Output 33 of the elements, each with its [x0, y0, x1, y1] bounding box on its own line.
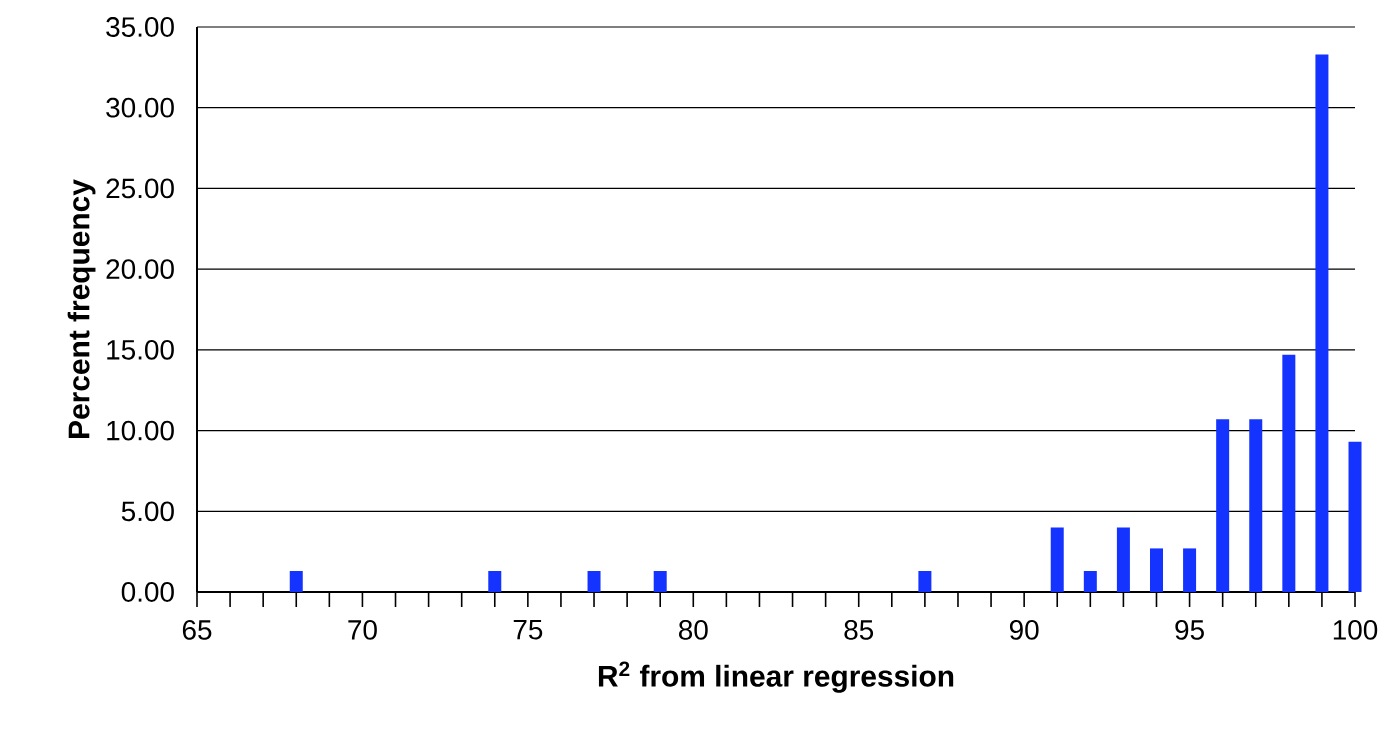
bar	[488, 571, 502, 592]
bar	[653, 571, 667, 592]
y-tick-label: 30.00	[106, 97, 174, 118]
bar	[1216, 419, 1230, 592]
bar	[1149, 548, 1163, 592]
bar	[1083, 571, 1097, 592]
y-tick-label: 35.00	[106, 17, 174, 37]
x-tick-label: 95	[1175, 620, 1204, 640]
y-tick-label: 0.00	[121, 582, 174, 602]
bar	[918, 571, 932, 592]
x-tick-label: 75	[513, 620, 543, 640]
y-axis-title: Percent frequency	[67, 179, 96, 438]
bar	[1315, 54, 1329, 592]
y-tick-label: 5.00	[121, 501, 174, 522]
x-tick-label: 90	[1009, 620, 1039, 640]
bar	[587, 571, 601, 592]
bar	[1249, 419, 1263, 592]
x-tick-label: 80	[678, 620, 708, 640]
y-tick-label: 15.00	[107, 339, 174, 360]
bar	[289, 571, 303, 592]
bar	[1348, 441, 1362, 592]
y-tick-label: 20.00	[106, 259, 174, 280]
bar	[1183, 548, 1197, 592]
bar	[1050, 527, 1064, 592]
x-tick-label: 100	[1333, 620, 1378, 640]
y-tick-label: 10.00	[107, 420, 174, 441]
x-tick-label: 85	[844, 620, 874, 640]
x-axis-title: R$^{2}$ from linear regression	[598, 661, 954, 693]
bar	[1116, 527, 1130, 592]
y-tick-label: 25.00	[106, 178, 174, 199]
bar	[1282, 354, 1296, 592]
x-tick-label: 70	[348, 620, 377, 640]
x-tick-label: 65	[182, 620, 212, 640]
